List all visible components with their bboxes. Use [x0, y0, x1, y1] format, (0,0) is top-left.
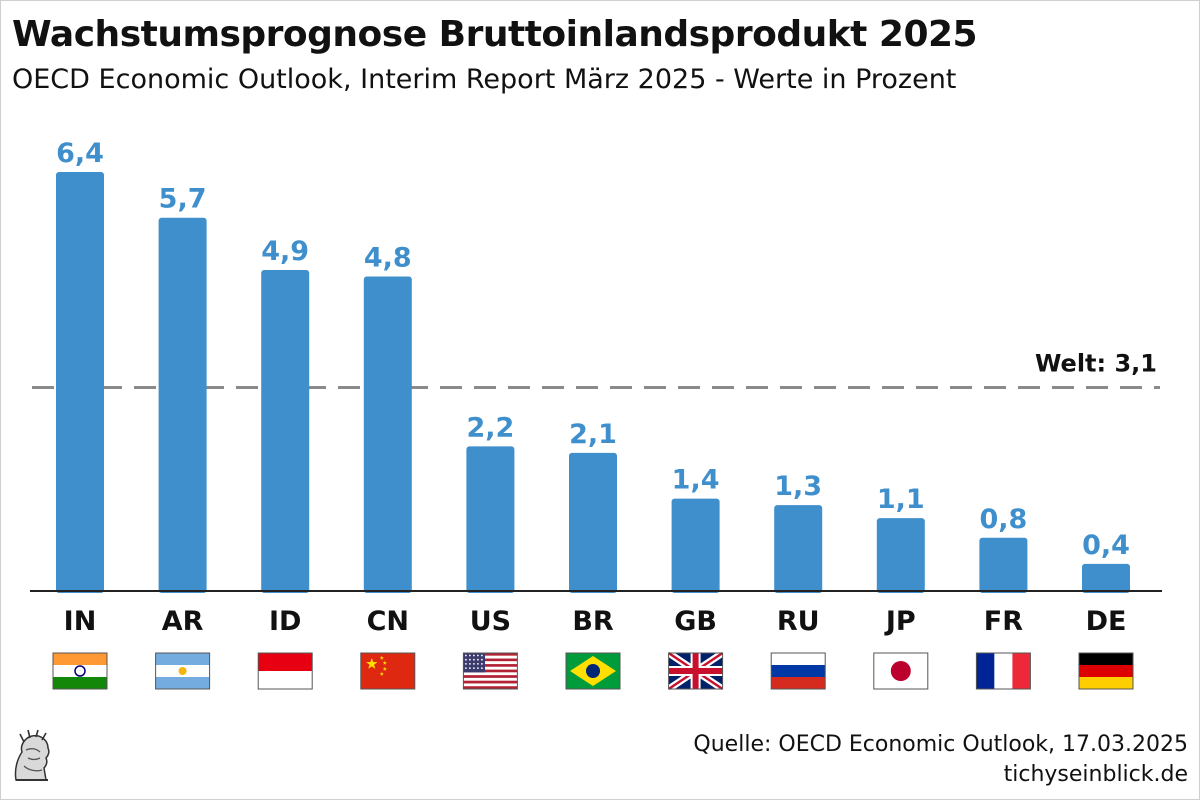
usa-flag-icon [462, 652, 518, 690]
publisher-site: tichyseinblick.de [1003, 762, 1188, 787]
bar-in [56, 172, 104, 593]
bar-jp [876, 518, 925, 593]
category-label-id: ID [269, 606, 301, 637]
category-label-gb: GB [674, 606, 717, 637]
category-label-br: BR [572, 606, 614, 637]
japan-flag-icon [873, 652, 929, 690]
indonesia-flag-icon [257, 652, 313, 690]
bar-us [466, 446, 515, 593]
brazil-flag-icon [565, 652, 621, 690]
category-label-us: US [470, 606, 511, 637]
data-label-ru: 1,3 [774, 471, 822, 502]
chart-title: Wachstumsprognose Bruttoinlandsprodukt 2… [12, 14, 978, 55]
category-label-jp: JP [884, 606, 916, 637]
uk-flag-icon [666, 650, 725, 692]
france-flag-icon [975, 652, 1031, 690]
bar-br [569, 452, 617, 593]
bar-gb [671, 498, 720, 593]
bar-id [261, 269, 310, 593]
india-flag-icon [52, 652, 108, 690]
argentina-flag-icon [155, 652, 211, 690]
bar-de [1082, 563, 1130, 593]
data-label-cn: 4,8 [364, 243, 412, 274]
category-label-ru: RU [777, 606, 820, 637]
publisher-logo-icon [14, 729, 50, 781]
russia-flag-icon [770, 652, 826, 690]
category-label-in: IN [64, 606, 97, 637]
data-label-fr: 0,8 [979, 504, 1027, 535]
bar-cn [363, 276, 412, 593]
data-label-ar: 5,7 [159, 184, 207, 215]
data-label-gb: 1,4 [672, 465, 720, 496]
source-note: Quelle: OECD Economic Outlook, 17.03.202… [693, 732, 1188, 757]
world-reference-label: Welt: 3,1 [1035, 350, 1157, 378]
china-flag-icon [360, 652, 416, 690]
data-label-br: 2,1 [569, 419, 617, 450]
category-label-fr: FR [984, 606, 1023, 637]
category-label-cn: CN [367, 606, 409, 637]
data-label-id: 4,9 [261, 236, 309, 267]
bar-fr [979, 537, 1028, 593]
category-label-ar: AR [162, 606, 204, 637]
chart-subtitle: OECD Economic Outlook, Interim Report Mä… [12, 64, 957, 95]
data-label-us: 2,2 [466, 412, 514, 443]
data-label-jp: 1,1 [877, 484, 925, 515]
category-label-de: DE [1086, 606, 1127, 637]
data-label-in: 6,4 [56, 138, 104, 169]
bar-ru [774, 505, 823, 593]
data-label-de: 0,4 [1082, 530, 1130, 561]
bar-ar [158, 217, 207, 593]
germany-flag-icon [1078, 652, 1134, 690]
